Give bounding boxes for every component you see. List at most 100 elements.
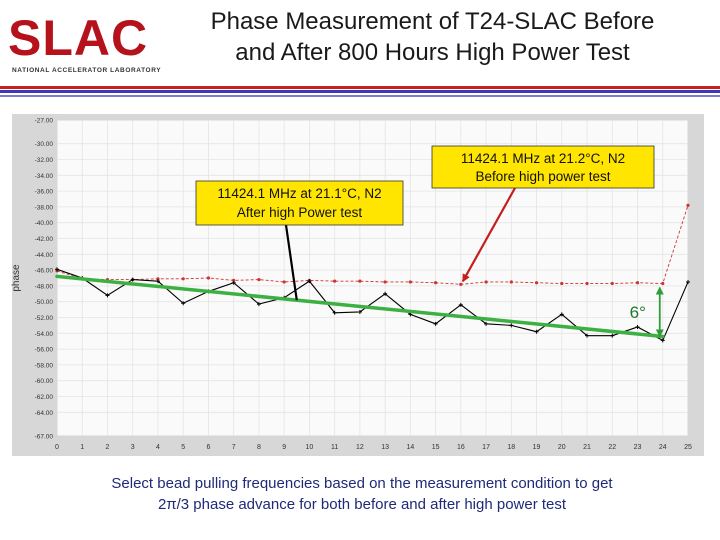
x-tick-label: 15 xyxy=(432,444,440,451)
y-tick-label: -60.00 xyxy=(35,378,54,385)
y-tick-label: -38.00 xyxy=(35,204,54,211)
y-tick-label: -52.00 xyxy=(35,315,54,322)
point-after xyxy=(660,338,665,343)
point-before xyxy=(484,280,488,284)
y-tick-label: -44.00 xyxy=(35,252,54,259)
x-tick-label: 14 xyxy=(406,444,414,451)
y-tick-label: -46.00 xyxy=(35,268,54,275)
point-after xyxy=(181,301,186,306)
x-tick-label: 18 xyxy=(507,444,515,451)
point-after xyxy=(433,321,438,326)
point-before xyxy=(534,281,539,285)
point-before xyxy=(333,279,337,283)
x-tick-label: 7 xyxy=(232,444,236,451)
logo-wordmark: SLAC xyxy=(8,10,149,66)
title-line-2: and After 800 Hours High Power Test xyxy=(235,39,630,66)
point-before xyxy=(181,277,185,281)
y-tick-label: -32.00 xyxy=(35,157,54,164)
point-before xyxy=(358,279,362,283)
x-tick-label: 24 xyxy=(659,444,667,451)
point-before xyxy=(686,203,690,207)
header-rule-blue xyxy=(0,90,720,93)
before-callout-arrow xyxy=(461,187,516,283)
point-before xyxy=(661,281,665,286)
point-before xyxy=(509,280,513,284)
y-tick-label: -64.00 xyxy=(35,410,54,417)
header-rule-red xyxy=(0,86,720,89)
x-tick-label: 8 xyxy=(257,444,261,451)
point-before xyxy=(434,281,438,285)
slac-logo: SLAC NATIONAL ACCELERATOR LABORATORY xyxy=(8,10,162,78)
y-tick-label: -30.00 xyxy=(35,141,54,148)
y-tick-label: -62.00 xyxy=(35,394,54,401)
point-before xyxy=(206,276,211,280)
series-line-after xyxy=(56,268,689,342)
point-before xyxy=(560,281,564,286)
y-tick-label: -54.00 xyxy=(35,331,54,338)
x-tick-label: 11 xyxy=(331,444,338,451)
point-before xyxy=(408,280,412,284)
y-tick-label: -56.00 xyxy=(35,347,54,354)
x-tick-label: 19 xyxy=(533,444,541,451)
y-tick-label: -27.00 xyxy=(35,118,54,125)
x-tick-label: 23 xyxy=(634,444,642,451)
point-after xyxy=(307,279,312,284)
header-rule-blue-light xyxy=(0,95,720,97)
point-after xyxy=(55,267,59,272)
point-before xyxy=(383,280,387,284)
x-tick-label: 22 xyxy=(608,444,616,451)
point-before xyxy=(156,277,160,281)
point-before xyxy=(257,277,261,282)
caption: Select bead pulling frequencies based on… xyxy=(20,473,704,515)
y-tick-label: -50.00 xyxy=(35,299,54,306)
title-line-1: Phase Measurement of T24-SLAC Before xyxy=(210,8,655,35)
x-tick-label: 3 xyxy=(131,444,135,451)
point-after xyxy=(635,324,640,329)
x-tick-label: 21 xyxy=(583,444,591,451)
y-tick-label: -34.00 xyxy=(35,173,54,180)
y-tick-label: -42.00 xyxy=(35,236,54,243)
y-tick-label: -58.00 xyxy=(35,362,54,369)
point-after xyxy=(534,329,539,334)
x-tick-label: 5 xyxy=(181,444,185,451)
x-tick-label: 17 xyxy=(482,444,490,451)
point-before xyxy=(459,282,463,286)
after-callout-line-2: After high Power test xyxy=(237,205,363,220)
y-tick-label: -40.00 xyxy=(35,220,54,227)
x-tick-label: 12 xyxy=(356,444,364,451)
x-tick-label: 20 xyxy=(558,444,566,451)
point-after xyxy=(585,333,590,338)
trend-line xyxy=(55,274,665,339)
x-tick-label: 1 xyxy=(80,444,84,451)
point-before xyxy=(635,281,640,285)
logo-subtitle: NATIONAL ACCELERATOR LABORATORY xyxy=(12,67,162,74)
y-tick-label: -36.00 xyxy=(35,189,54,196)
point-before xyxy=(282,280,286,284)
shift-label: 6° xyxy=(630,303,646,322)
point-before xyxy=(610,281,614,286)
point-after xyxy=(509,323,514,328)
point-before xyxy=(232,278,236,282)
x-tick-label: 16 xyxy=(457,444,465,451)
after-callout-pointer xyxy=(284,224,298,301)
caption-line-2: 2π/3 phase advance for both before and a… xyxy=(157,496,567,513)
after-callout-box xyxy=(195,180,404,226)
after-callout-line-1: 11424.1 MHz at 21.1°C, N2 xyxy=(217,186,381,201)
point-after xyxy=(610,333,615,338)
y-tick-label: -67.00 xyxy=(35,434,54,441)
page-title: Phase Measurement of T24-SLAC Before and… xyxy=(165,6,700,68)
y-tick-label: -48.00 xyxy=(35,283,54,290)
point-after xyxy=(256,302,261,307)
before-callout-box xyxy=(431,145,655,189)
point-after xyxy=(130,277,135,282)
caption-line-1: Select bead pulling frequencies based on… xyxy=(111,475,613,492)
point-after xyxy=(231,280,236,285)
before-callout-line-2: Before high power test xyxy=(475,169,610,184)
phase-chart: 0 1 2 3 4 5 6 7 8 9 10 11 12 13 14 15 16 17 18 19 20 21 22 23 24… xyxy=(11,114,704,456)
x-tick-label: 13 xyxy=(381,444,389,451)
point-after xyxy=(357,309,362,314)
x-tick-label: 25 xyxy=(684,444,692,451)
x-tick-label: 10 xyxy=(306,444,314,451)
point-after xyxy=(383,291,388,296)
y-axis-label: phase xyxy=(11,264,22,292)
